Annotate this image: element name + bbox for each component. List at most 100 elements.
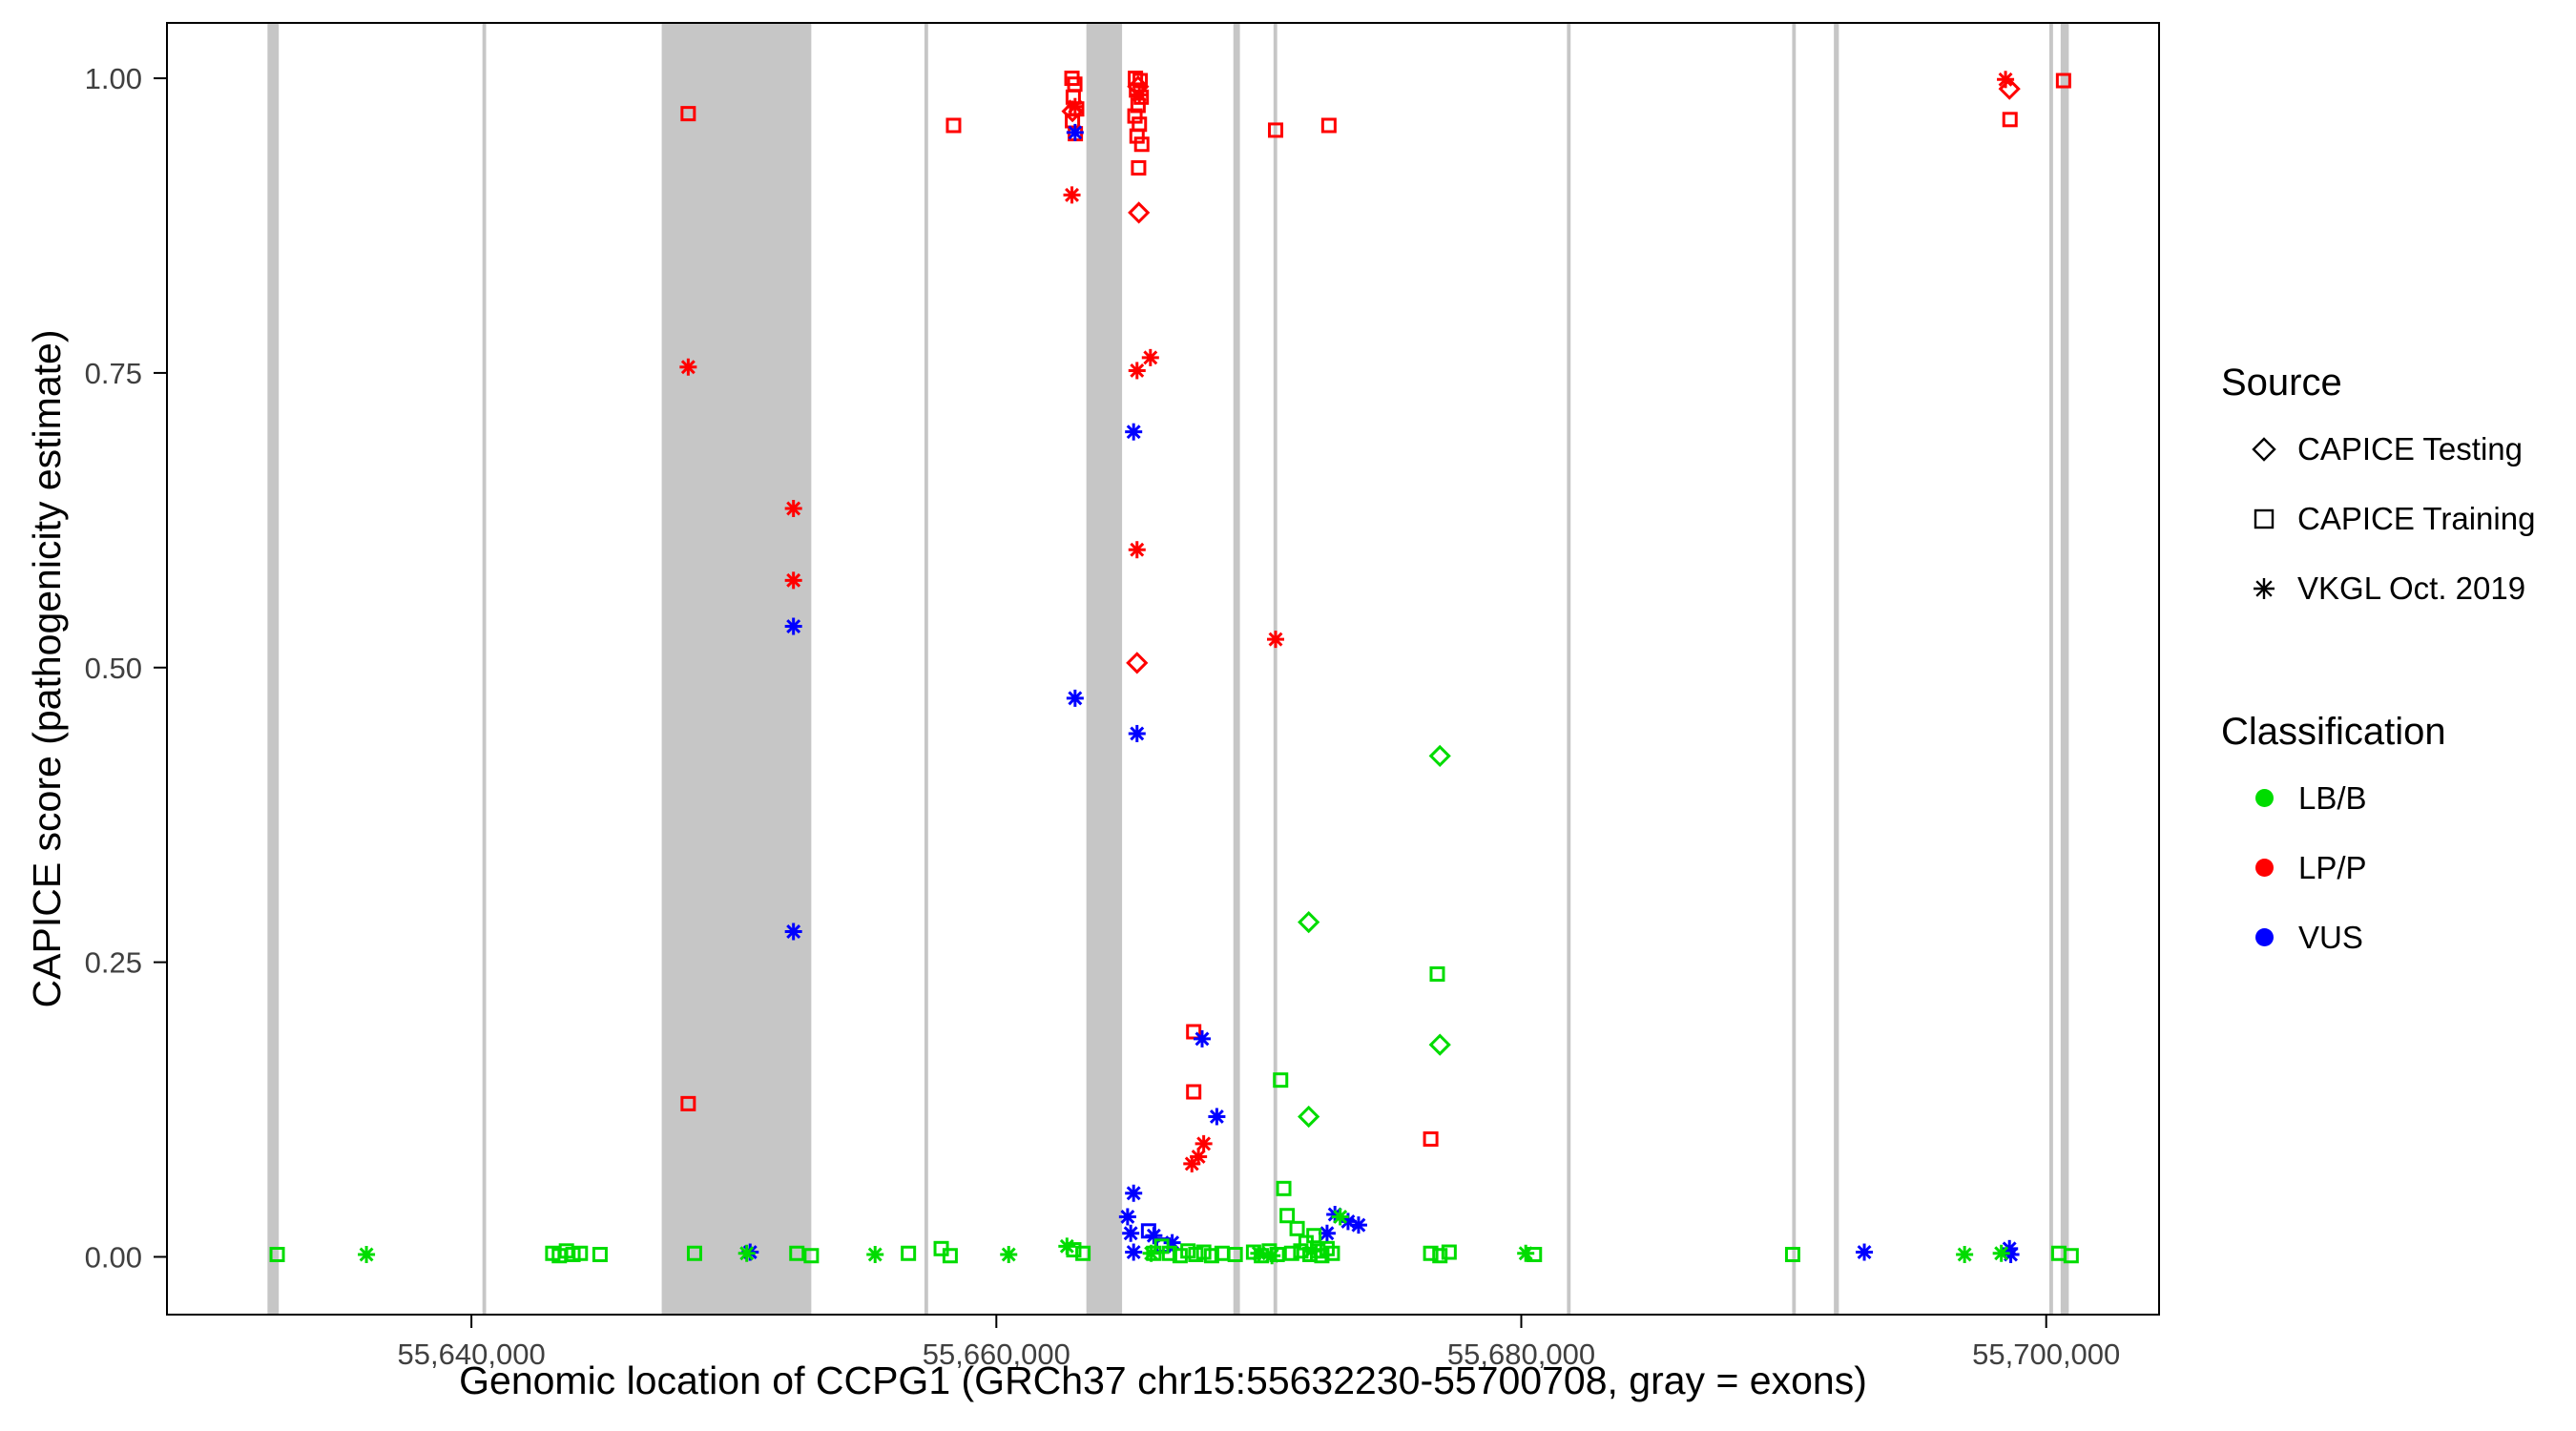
x-tick-label: 55,660,000: [923, 1338, 1070, 1371]
data-point: [1130, 542, 1145, 557]
data-point: [680, 106, 696, 122]
data-point: [1068, 691, 1083, 706]
data-point: [2055, 73, 2071, 89]
y-tick-label: 1.00: [85, 62, 142, 95]
data-point: [572, 1245, 589, 1261]
data-point: [942, 1248, 958, 1264]
data-point: [1320, 117, 1337, 134]
data-point: [1324, 1245, 1340, 1261]
exon-band: [924, 23, 928, 1315]
data-point: [1227, 1246, 1243, 1262]
legend-item-label: LP/P: [2298, 849, 2367, 885]
y-tick-label: 0.25: [85, 946, 142, 980]
data-point: [1340, 1213, 1356, 1229]
exon-band: [1792, 23, 1797, 1315]
data-point: [1298, 1105, 1320, 1129]
data-point: [789, 1245, 805, 1261]
data-point: [1186, 1084, 1202, 1100]
data-point: [786, 501, 801, 516]
asterisk-icon: [2254, 577, 2275, 599]
data-point: [1126, 1245, 1141, 1259]
vus-color-dot: [2255, 928, 2274, 946]
data-point: [1195, 1244, 1212, 1260]
data-point: [1994, 1246, 2009, 1261]
data-point: [1195, 1031, 1210, 1047]
data-point: [1283, 1245, 1299, 1261]
data-point: [1298, 910, 1320, 934]
plot-border: [166, 22, 2160, 1316]
data-point: [1273, 1072, 1289, 1089]
data-point: [1130, 363, 1145, 378]
legend-item-label: VKGL Oct. 2019: [2297, 570, 2526, 606]
data-point: [1957, 1247, 1972, 1262]
legend-item-label: LB/B: [2298, 779, 2367, 816]
x-tick-label: 55,700,000: [1972, 1338, 2120, 1371]
data-point: [1140, 1223, 1156, 1239]
data-point: [1188, 1246, 1204, 1262]
data-point: [786, 572, 801, 588]
legend-item-lbb: LB/B: [2221, 763, 2574, 833]
data-point: [1123, 1226, 1138, 1241]
data-point: [686, 1245, 702, 1261]
data-point: [1857, 1245, 1872, 1259]
data-point: [1351, 1217, 1366, 1233]
data-point: [1196, 1136, 1212, 1151]
data-point: [1268, 632, 1283, 647]
legend-item-label: VUS: [2298, 919, 2363, 955]
data-point: [1127, 108, 1143, 124]
data-point: [2063, 1248, 2079, 1264]
data-point: [1129, 128, 1145, 144]
data-point: [867, 1247, 883, 1262]
exon-band: [267, 23, 280, 1315]
y-tick-label: 0.50: [85, 652, 142, 685]
legend-item-label: CAPICE Testing: [2297, 430, 2523, 467]
data-point: [1075, 1245, 1091, 1261]
data-point: [1065, 187, 1080, 202]
data-point: [1518, 1246, 1533, 1261]
data-point: [1126, 652, 1149, 674]
data-point: [592, 1246, 608, 1262]
data-point: [1059, 1238, 1074, 1254]
data-point: [1998, 77, 2021, 100]
lpp-color-dot: [2255, 859, 2274, 877]
data-point: [786, 924, 801, 939]
legend-item-label: CAPICE Training: [2297, 500, 2536, 536]
data-point: [1068, 99, 1083, 114]
data-point: [1143, 350, 1158, 365]
data-point: [1133, 136, 1150, 153]
legend-item-vus: VUS: [2221, 902, 2574, 972]
data-point: [1423, 1245, 1439, 1261]
square-icon: [2254, 508, 2275, 529]
legend-source-title: Source: [2221, 362, 2342, 404]
data-point: [1251, 1246, 1266, 1261]
data-point: [1432, 1248, 1448, 1264]
data-point: [359, 1247, 374, 1262]
data-point: [1303, 1243, 1319, 1258]
data-point: [1333, 1210, 1348, 1224]
data-point: [1998, 72, 2013, 87]
legend-item-capice-testing: CAPICE Testing: [2221, 414, 2574, 484]
exon-band: [1086, 23, 1123, 1315]
data-point: [2002, 112, 2018, 128]
exon-band: [1834, 23, 1839, 1315]
data-point: [786, 619, 801, 633]
legend-item-lpp: LP/P: [2221, 833, 2574, 902]
data-point: [1319, 1226, 1335, 1241]
data-point: [1161, 1245, 1177, 1261]
legend-item-vkgl: VKGL Oct. 2019: [2221, 553, 2574, 623]
legend-item-capice-training: CAPICE Training: [2221, 484, 2574, 553]
data-point: [1126, 425, 1141, 440]
data-point: [1126, 1186, 1141, 1201]
data-point: [945, 117, 962, 134]
data-point: [1441, 1244, 1457, 1260]
data-point: [1428, 744, 1451, 768]
y-tick-label: 0.75: [85, 357, 142, 390]
exon-band: [661, 23, 812, 1315]
data-point: [1268, 122, 1284, 138]
data-point: [680, 1095, 696, 1111]
data-point: [1180, 1243, 1196, 1259]
data-point: [1131, 159, 1147, 176]
data-point: [1209, 1109, 1224, 1124]
data-point: [1423, 1130, 1439, 1147]
data-point: [1068, 125, 1083, 140]
